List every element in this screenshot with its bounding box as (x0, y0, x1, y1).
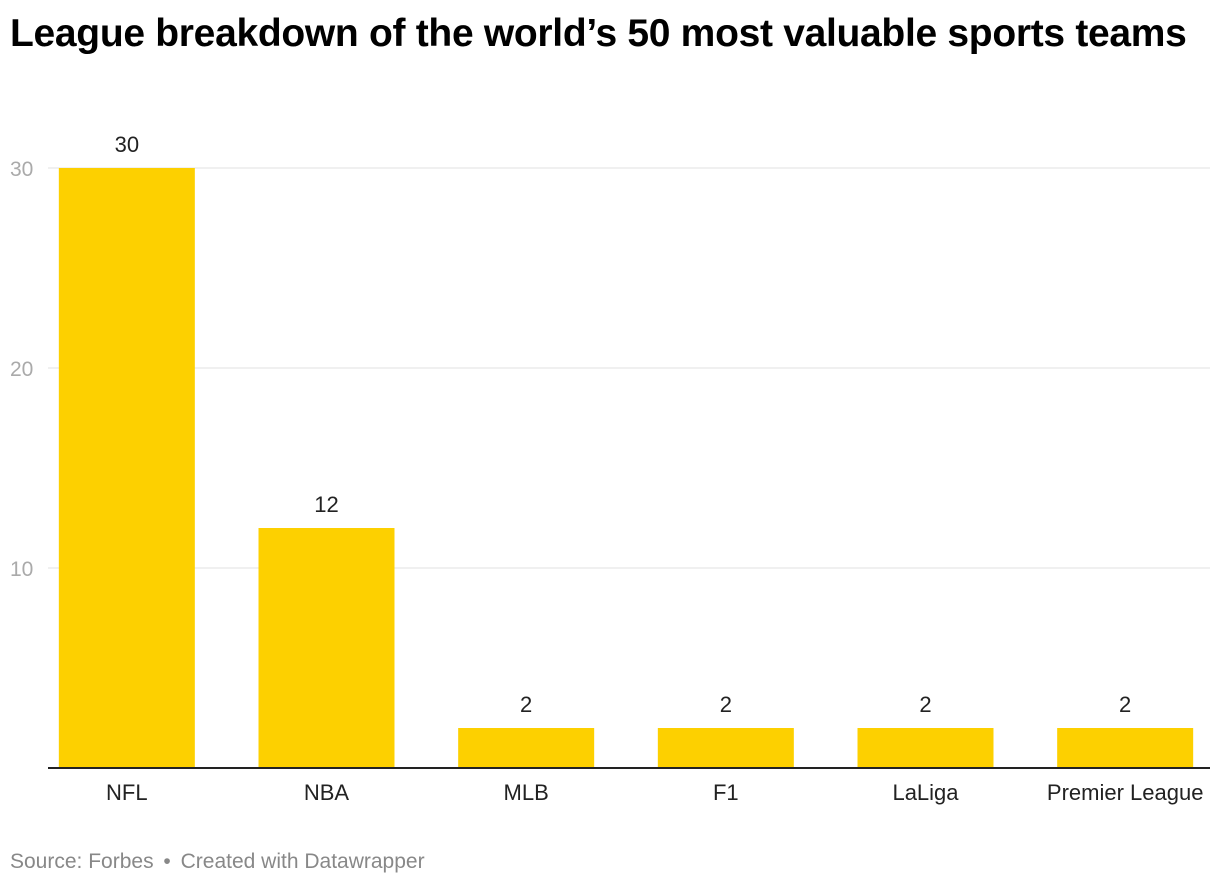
bar-nfl (58, 168, 195, 768)
bar-f1 (657, 728, 794, 768)
bar-nba (258, 528, 395, 768)
chart-title: League breakdown of the world’s 50 most … (10, 12, 1187, 55)
y-tick-label: 10 (10, 558, 33, 581)
data-label: 2 (1119, 692, 1131, 717)
x-tick-label: LaLiga (892, 780, 959, 805)
source-note: Source: Forbes (10, 850, 154, 873)
data-label: 2 (720, 692, 732, 717)
gridlines (48, 167, 1210, 569)
data-label: 12 (314, 492, 338, 517)
x-tick-label: MLB (504, 780, 549, 805)
data-label: 2 (919, 692, 931, 717)
data-label: 30 (115, 132, 139, 157)
y-tick-label: 20 (10, 358, 33, 381)
bars (58, 168, 1194, 768)
x-tick-label: NFL (106, 780, 148, 805)
bar-mlb (458, 728, 595, 768)
y-axis-ticks: 10 20 30 (10, 158, 33, 581)
footer-separator: • (163, 850, 171, 873)
data-labels: 30 12 2 2 2 2 (115, 132, 1132, 717)
x-tick-label: Premier League (1047, 780, 1204, 805)
data-label: 2 (520, 692, 532, 717)
footer: Source: Forbes • Created with Datawrappe… (10, 850, 425, 874)
bar-laliga (857, 728, 994, 768)
bar-premier-league (1057, 728, 1194, 768)
x-axis-labels: NFL NBA MLB F1 LaLiga Premier League (106, 780, 1203, 805)
x-tick-label: NBA (304, 780, 350, 805)
credit-note: Created with Datawrapper (180, 850, 425, 873)
y-tick-label: 30 (10, 158, 33, 181)
x-tick-label: F1 (713, 780, 739, 805)
